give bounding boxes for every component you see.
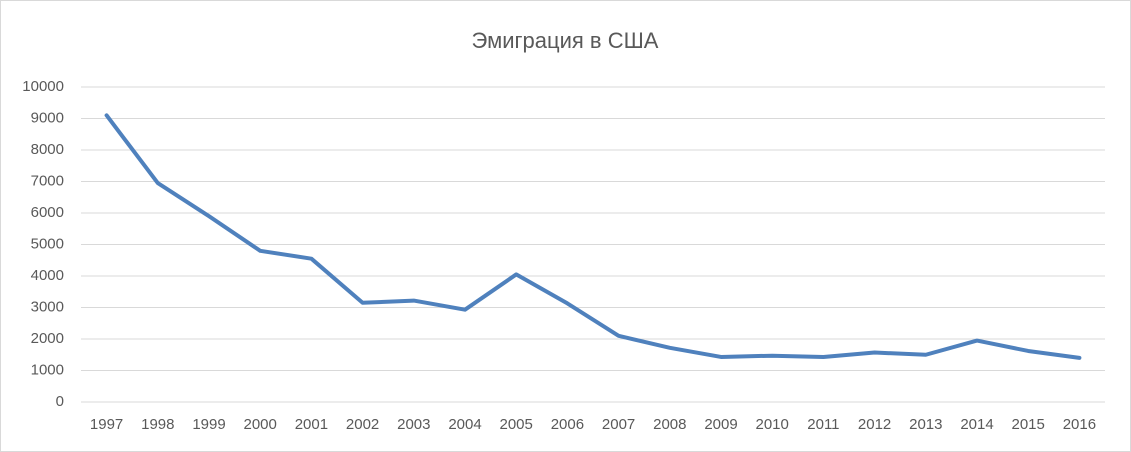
x-tick-label: 1999	[192, 416, 225, 433]
y-tick-label: 6000	[31, 204, 64, 221]
x-tick-label: 1997	[90, 416, 123, 433]
x-tick-label: 2009	[704, 416, 737, 433]
x-tick-label: 2010	[756, 416, 789, 433]
x-tick-label: 2002	[346, 416, 379, 433]
data-line	[104, 113, 1082, 360]
x-tick-label: 2013	[909, 416, 942, 433]
y-tick-label: 4000	[31, 267, 64, 284]
x-tick-label: 2015	[1012, 416, 1045, 433]
x-tick-label: 2000	[244, 416, 277, 433]
x-tick-label: 2001	[295, 416, 328, 433]
y-tick-label: 7000	[31, 172, 64, 189]
x-tick-label: 2007	[602, 416, 635, 433]
x-tick-label: 1998	[141, 416, 174, 433]
y-tick-label: 2000	[31, 330, 64, 347]
y-tick-label: 0	[56, 393, 64, 410]
y-tick-label: 3000	[31, 298, 64, 315]
x-tick-label: 2011	[807, 416, 839, 433]
y-tick-label: 1000	[31, 361, 64, 378]
x-tick-label: 2003	[397, 416, 430, 433]
x-tick-label: 2008	[653, 416, 686, 433]
x-tick-label: 2012	[858, 416, 891, 433]
x-tick-label: 2005	[500, 416, 533, 433]
x-tick-label: 2004	[448, 416, 481, 433]
y-tick-label: 10000	[22, 78, 64, 95]
x-tick-label: 2016	[1063, 416, 1096, 433]
y-tick-label: 5000	[31, 235, 64, 252]
y-tick-label: 8000	[31, 141, 64, 158]
x-tick-label: 2014	[960, 416, 993, 433]
y-tick-label: 9000	[31, 109, 64, 126]
x-tick-label: 2006	[551, 416, 584, 433]
chart-title: Эмиграция в США	[472, 28, 659, 53]
